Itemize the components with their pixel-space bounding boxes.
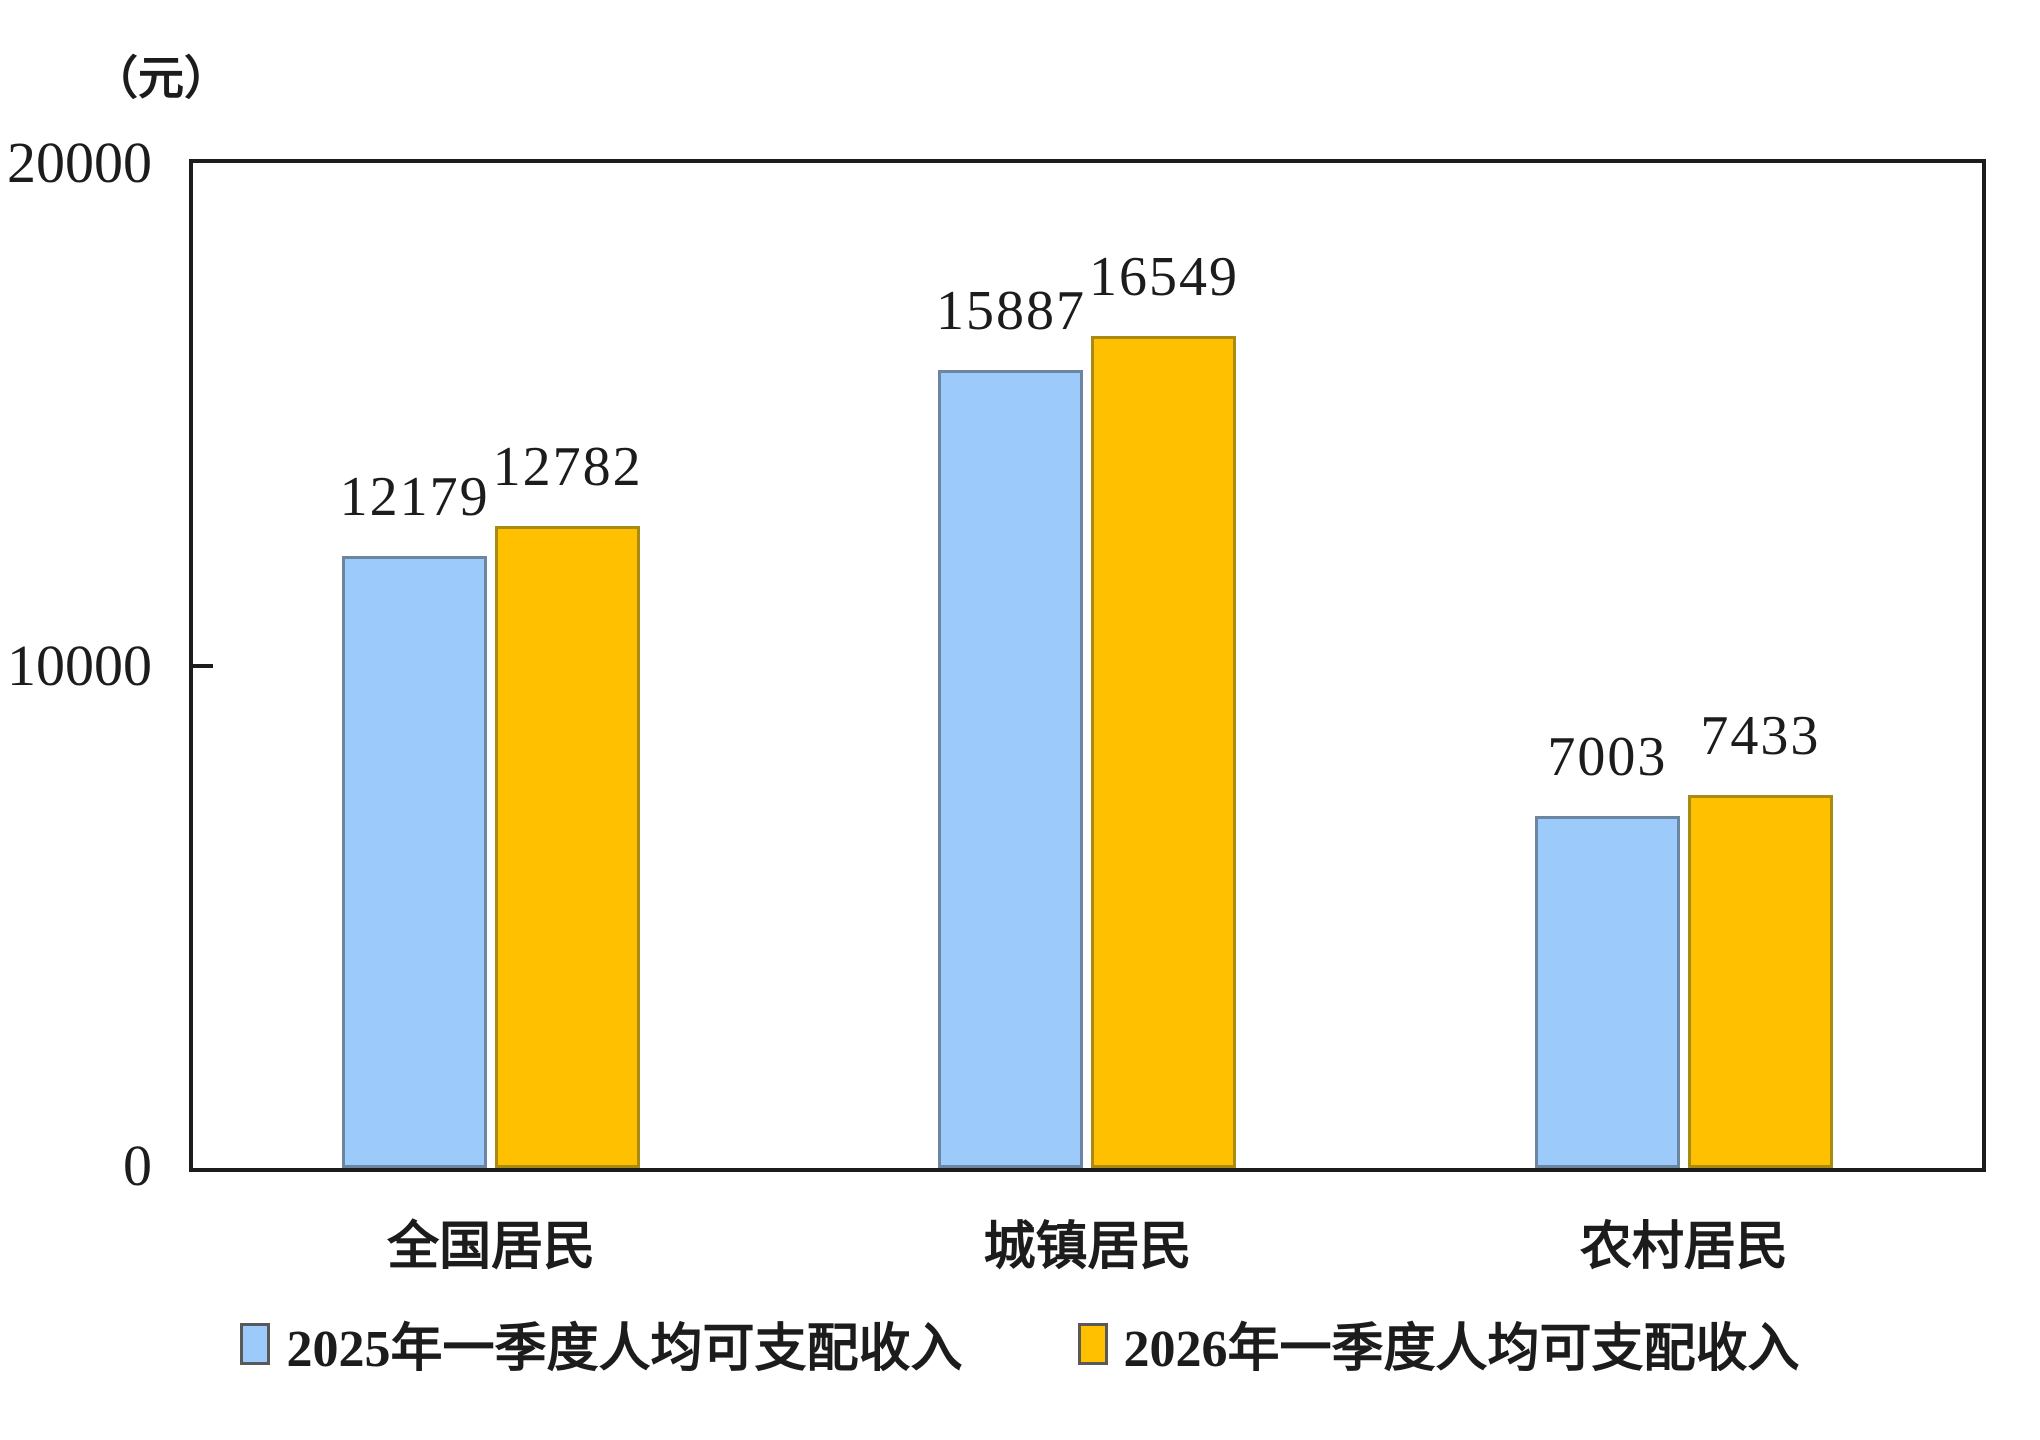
legend-swatch-2025 xyxy=(240,1322,271,1365)
bar-value-label: 7433 xyxy=(1700,704,1821,767)
bar-group-urban: 15887 16549 xyxy=(789,163,1385,1168)
bar-2025-national: 12179 xyxy=(340,469,488,1168)
bar-value-label: 12782 xyxy=(492,435,643,498)
bar-group-rural: 7003 7433 xyxy=(1386,163,1982,1168)
x-axis-labels: 全国居民 城镇居民 农村居民 xyxy=(193,1204,1982,1279)
bar-value-label: 7003 xyxy=(1547,726,1668,789)
bar-group-national: 12179 12782 xyxy=(193,163,789,1168)
legend: 2025年一季度人均可支配收入 2026年一季度人均可支配收入 xyxy=(0,1306,2040,1381)
plot-area: 12179 12782 15887 16549 7003 7 xyxy=(189,159,1986,1172)
y-axis-unit-label: （元） xyxy=(92,53,230,104)
y-tick-label-10000: 10000 xyxy=(7,633,152,698)
bar-2026-urban: 16549 xyxy=(1089,249,1237,1168)
legend-label-2025: 2025年一季度人均可支配收入 xyxy=(286,1321,963,1378)
bar-2025-rural: 7003 xyxy=(1534,729,1680,1168)
legend-label-2026: 2026年一季度人均可支配收入 xyxy=(1123,1321,1800,1378)
legend-item-2026: 2026年一季度人均可支配收入 xyxy=(1077,1306,1800,1381)
x-label-urban: 城镇居民 xyxy=(983,1219,1192,1276)
bar-2026-national: 12782 xyxy=(493,439,641,1168)
y-tick-label-0: 0 xyxy=(123,1133,152,1198)
legend-swatch-2026 xyxy=(1077,1322,1108,1365)
bar-groups: 12179 12782 15887 16549 7003 7 xyxy=(193,163,1982,1168)
bar-value-label: 12179 xyxy=(339,466,490,529)
y-tick-label-20000: 20000 xyxy=(7,130,152,195)
bar-2025-urban: 15887 xyxy=(936,283,1084,1168)
x-label-national: 全国居民 xyxy=(387,1219,596,1276)
bar-2026-rural: 7433 xyxy=(1687,708,1833,1168)
bar-value-label: 15887 xyxy=(935,279,1086,342)
x-label-rural: 农村居民 xyxy=(1579,1219,1788,1276)
bar-value-label: 16549 xyxy=(1088,246,1239,309)
legend-item-2025: 2025年一季度人均可支配收入 xyxy=(240,1306,963,1381)
y-tick-mark-10000 xyxy=(193,663,213,668)
